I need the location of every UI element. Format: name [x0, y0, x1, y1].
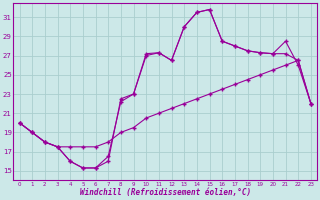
X-axis label: Windchill (Refroidissement éolien,°C): Windchill (Refroidissement éolien,°C) [80, 188, 251, 197]
